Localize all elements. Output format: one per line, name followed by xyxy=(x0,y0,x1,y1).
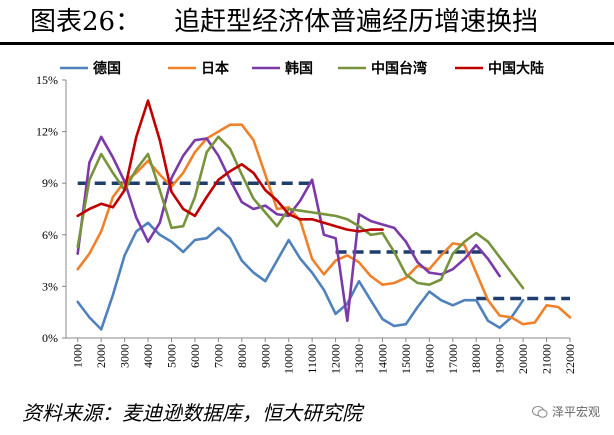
y-tick-label: 9% xyxy=(42,176,58,190)
y-tick-label: 3% xyxy=(42,279,58,293)
legend-label: 日本 xyxy=(201,60,230,77)
legend-label: 中国大陆 xyxy=(488,60,544,77)
x-tick-label: 3000 xyxy=(118,344,132,368)
x-tick-label: 11000 xyxy=(305,344,319,374)
x-tick-label: 9000 xyxy=(258,344,272,368)
series-line xyxy=(76,99,384,233)
legend-label: 德国 xyxy=(93,60,121,77)
x-tick-label: 5000 xyxy=(164,344,178,368)
x-tick-label: 16000 xyxy=(422,344,436,374)
x-tick-label: 18000 xyxy=(469,344,483,374)
y-tick-label: 6% xyxy=(42,228,58,242)
watermark-text: 泽平宏观 xyxy=(551,405,600,419)
reference-lines xyxy=(77,181,570,301)
x-tick-label: 6000 xyxy=(188,344,202,368)
legend-label: 韩国 xyxy=(285,60,313,77)
series-line xyxy=(76,123,572,326)
x-tick-label: 21000 xyxy=(540,344,554,374)
y-tick-label: 12% xyxy=(36,125,58,139)
x-tick-label: 12000 xyxy=(329,344,343,374)
x-tick-label: 1000 xyxy=(71,344,85,368)
x-tick-label: 14000 xyxy=(375,344,389,374)
wechat-icon xyxy=(531,405,548,418)
x-tick-label: 7000 xyxy=(211,344,225,368)
x-tick-label: 20000 xyxy=(516,344,530,374)
series-line xyxy=(76,135,525,290)
y-tick-label: 0% xyxy=(42,331,58,345)
y-tick-label: 15% xyxy=(36,73,58,87)
legend-label: 中国台湾 xyxy=(371,60,427,77)
x-tick-label: 10000 xyxy=(282,344,296,374)
series-lines xyxy=(76,99,572,331)
legend: 德国 日本 韩国 中国台湾 中国大陆 xyxy=(60,60,544,77)
x-tick-label: 19000 xyxy=(493,344,507,374)
watermark: 泽平宏观 xyxy=(531,403,600,420)
axes: 0% 3% 6% 9% 12% 15% 1000 2000 3000 4000 5000 6000 70… xyxy=(36,73,577,374)
line-chart: 德国 日本 韩国 中国台湾 中国大陆 0% 3% 6% 9% 12% 15% 1000 2000 300… xyxy=(36,60,577,374)
x-tick-label: 15000 xyxy=(399,344,413,374)
x-tick-label: 13000 xyxy=(352,344,366,374)
x-tick-label: 2000 xyxy=(94,344,108,368)
x-tick-label: 4000 xyxy=(141,344,155,368)
source-note: 资料来源：麦迪逊数据库，恒大研究院 xyxy=(22,401,362,425)
x-tick-label: 17000 xyxy=(446,344,460,374)
x-tick-label: 22000 xyxy=(563,344,577,374)
chart-title: 图表26： 追赶型经济体普遍经历增速换挡 xyxy=(30,7,539,37)
x-tick-label: 8000 xyxy=(235,344,249,368)
series-line xyxy=(76,135,501,323)
title-rule xyxy=(0,42,614,45)
series-line xyxy=(76,221,525,331)
